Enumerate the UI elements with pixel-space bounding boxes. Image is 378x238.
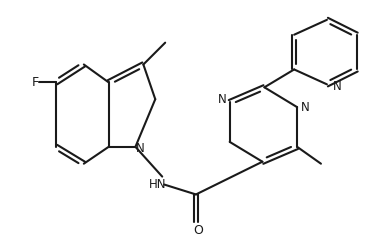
Text: N: N [218,93,227,106]
Text: HN: HN [149,178,166,191]
Text: N: N [332,80,341,93]
Text: N: N [301,101,310,114]
Text: F: F [32,76,39,89]
Text: N: N [136,142,145,155]
Text: O: O [193,224,203,237]
